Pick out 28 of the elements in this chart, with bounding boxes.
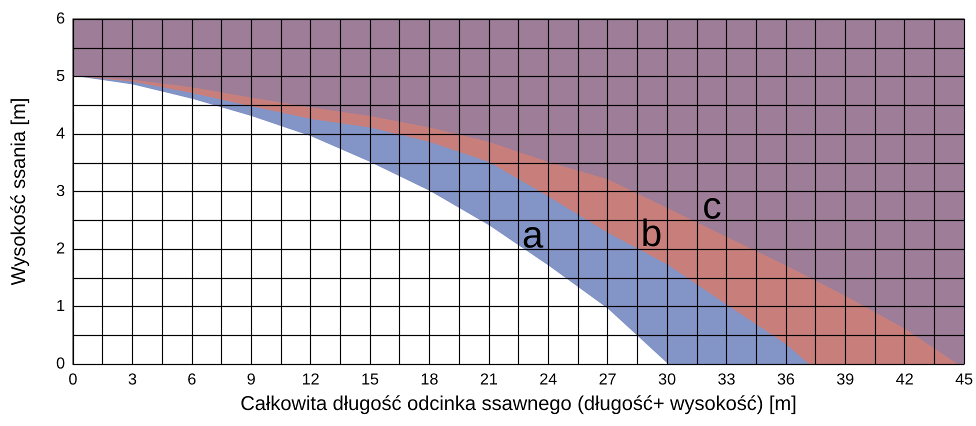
x-tick-label: 39: [836, 372, 854, 388]
y-tick-label: 6: [56, 10, 66, 28]
annotation: a: [522, 214, 544, 256]
x-tick-label: 30: [658, 372, 676, 388]
y-tick-label: 5: [56, 68, 66, 85]
x-tick-label: 33: [718, 372, 736, 388]
x-tick-label: 24: [539, 372, 558, 388]
annotation: c: [702, 186, 722, 228]
x-tick-label: 18: [420, 372, 438, 388]
x-tick-label: 6: [187, 372, 196, 388]
x-tick-label: 36: [776, 372, 795, 388]
x-tick-label: 0: [68, 372, 78, 388]
x-tick-label: 3: [128, 372, 137, 388]
x-tick-label: 9: [246, 372, 256, 388]
y-tick-label: 4: [56, 126, 66, 142]
y-tick-label: 2: [56, 240, 66, 258]
y-tick-label: 1: [56, 298, 66, 315]
x-tick-label: 21: [480, 372, 498, 388]
annotation: b: [640, 213, 662, 256]
y-tick-label: 3: [56, 183, 66, 200]
x-tick-label: 27: [598, 372, 617, 388]
x-tick-label: 12: [302, 372, 320, 388]
y-tick-label: 0: [56, 356, 66, 372]
x-tick-label: 15: [361, 372, 380, 388]
x-axis-title: Całkowita długość odcinka ssawnego (długość+ wysokość) [m]: [240, 393, 797, 415]
y-axis-title: Wysokość ssania [m]: [8, 98, 30, 286]
x-tick-label: 45: [955, 372, 974, 388]
x-tick-label: 42: [896, 372, 914, 388]
